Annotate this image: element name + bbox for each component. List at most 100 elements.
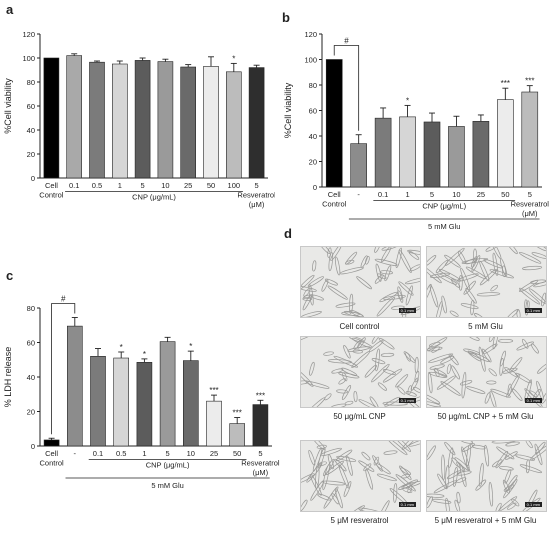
treatment-label: 5 mM Glu xyxy=(428,222,461,231)
x-category-label: Control xyxy=(40,459,65,468)
y-tick-label: 60 xyxy=(309,107,317,116)
bar xyxy=(112,63,128,179)
micrograph-image: 0.1 mm xyxy=(300,246,421,318)
significance-mark: *** xyxy=(525,77,534,86)
bar xyxy=(226,71,242,179)
x-extra-label: (μM) xyxy=(522,209,538,218)
micrograph-caption: 5 μM resveratrol + 5 mM Glu xyxy=(434,516,537,525)
micrograph-image: 0.1 mm xyxy=(300,336,421,408)
significance-mark: * xyxy=(143,350,146,359)
significance-mark: *** xyxy=(209,386,218,395)
bar xyxy=(248,67,265,179)
y-tick-label: 80 xyxy=(309,81,317,90)
y-tick-label: 20 xyxy=(27,150,35,159)
bar xyxy=(206,400,222,447)
bracket-label: # xyxy=(61,294,66,303)
bar xyxy=(399,116,416,188)
y-tick-label: 60 xyxy=(27,339,35,348)
x-extra-label: (μM) xyxy=(253,468,269,477)
x-extra-label: Resveratrol xyxy=(511,200,550,209)
micrograph-image: 0.1 mm xyxy=(300,440,421,512)
significance-mark: * xyxy=(189,342,192,351)
y-tick-label: 100 xyxy=(304,56,317,65)
x-extra-label: Resveratrol xyxy=(237,191,275,200)
significance-mark: * xyxy=(406,96,409,105)
x-category-label: 10 xyxy=(452,190,460,199)
bar xyxy=(180,66,196,179)
x-category-label: 1 xyxy=(405,190,409,199)
significance-mark: *** xyxy=(256,391,265,400)
micrograph-caption: Cell control xyxy=(339,322,380,331)
micrograph-image: 0.1 mm xyxy=(426,440,547,512)
scale-bar: 0.1 mm xyxy=(524,308,542,313)
bar xyxy=(350,143,367,188)
x-category-label: 1 xyxy=(118,181,122,190)
y-tick-label: 0 xyxy=(31,174,35,183)
chart-a-cell-viability: 0 20 40 60 80 100 120 %Cell viability * CellContr… xyxy=(3,30,275,209)
bar xyxy=(374,117,392,188)
y-axis-label: %Cell viability xyxy=(283,82,293,138)
scale-bar: 0.1 mm xyxy=(524,502,542,507)
scale-bar: 0.1 mm xyxy=(524,398,542,403)
micrograph-caption: 5 μM resveratrol xyxy=(330,516,389,525)
micrograph-caption: 50 μg/mL CNP xyxy=(333,412,386,421)
bar xyxy=(67,325,83,447)
bar xyxy=(43,439,60,447)
x-category-label: 25 xyxy=(210,449,218,458)
x-extra-label: (μM) xyxy=(249,200,265,209)
x-category-label: 1 xyxy=(142,449,146,458)
y-tick-label: 80 xyxy=(27,78,35,87)
significance-mark: * xyxy=(232,54,235,63)
bar xyxy=(43,57,60,179)
bar xyxy=(136,362,153,447)
panel-letter-c: c xyxy=(6,268,14,283)
significance-mark: *** xyxy=(233,409,242,418)
x-category-label: 10 xyxy=(187,449,195,458)
x-category-label: Control xyxy=(39,191,64,200)
x-category-label: 50 xyxy=(207,181,215,190)
bar xyxy=(113,357,129,447)
x-category-label: 25 xyxy=(184,181,192,190)
x-category-label: 0.5 xyxy=(92,181,102,190)
bar xyxy=(89,61,105,179)
x-category-label: Cell xyxy=(328,190,341,199)
significance-mark: *** xyxy=(501,79,510,88)
significance-bracket xyxy=(333,45,360,131)
panel-letter-d: d xyxy=(284,226,292,241)
bar xyxy=(66,55,82,179)
micrograph-image: 0.1 mm xyxy=(426,336,547,408)
bar xyxy=(472,121,490,188)
x-extra-label: Resveratrol xyxy=(241,459,280,468)
bar xyxy=(90,356,106,447)
bar xyxy=(521,91,539,188)
x-category-label: 0.5 xyxy=(116,449,126,458)
scale-bar: 0.1 mm xyxy=(398,398,416,403)
x-category-label: 0.1 xyxy=(378,190,388,199)
panel-letter-b: b xyxy=(282,10,290,25)
y-tick-label: 20 xyxy=(309,158,317,167)
bar xyxy=(497,99,514,188)
treatment-label: 5 mM Glu xyxy=(151,481,184,490)
x-category-label: 50 xyxy=(233,449,241,458)
x-category-label: Cell xyxy=(45,181,58,190)
x-category-label: 5 xyxy=(141,181,145,190)
bar xyxy=(134,60,151,179)
x-category-label: 5 xyxy=(258,449,262,458)
x-category-label: 5 xyxy=(255,181,259,190)
y-tick-label: 80 xyxy=(27,304,35,313)
group-label: CNP (μg/mL) xyxy=(146,461,190,470)
bar xyxy=(448,126,465,188)
group-label: CNP (μg/mL) xyxy=(422,202,466,211)
y-tick-label: 120 xyxy=(304,30,317,39)
y-axis-label: % LDH release xyxy=(3,347,13,408)
x-category-label: 0.1 xyxy=(69,181,79,190)
y-tick-label: 40 xyxy=(309,132,317,141)
y-tick-label: 100 xyxy=(22,54,35,63)
x-category-label: 5 xyxy=(166,449,170,458)
y-tick-label: 20 xyxy=(27,408,35,417)
bar xyxy=(159,341,176,447)
x-category-label: 50 xyxy=(501,190,509,199)
x-category-label: Control xyxy=(322,200,347,209)
